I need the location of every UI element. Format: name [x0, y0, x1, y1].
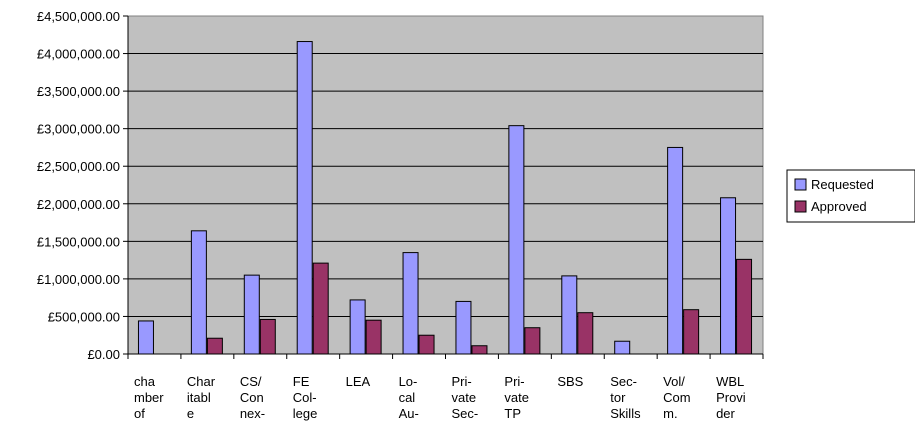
- x-tick-label: LEA: [346, 374, 371, 389]
- bar-approved: [418, 334, 435, 355]
- x-tick-label: Vol/Com m.: [663, 374, 690, 421]
- y-tick-label: £2,500,000.00: [37, 159, 120, 174]
- x-tick-label: cha mber of: [134, 374, 164, 421]
- bar-requested: [402, 252, 419, 355]
- bar-requested: [190, 230, 207, 355]
- bar-approved: [312, 262, 329, 355]
- legend-swatch-requested: [794, 178, 807, 191]
- bar-approved: [259, 318, 276, 355]
- bar-approved: [577, 312, 594, 355]
- bar-requested: [243, 274, 260, 355]
- y-tick-labels: £0.00 £500,000.00 £1,000,000.00 £1,500,000.…: [37, 9, 120, 362]
- legend-swatch-approved: [794, 200, 807, 213]
- x-tick-labels: cha mber of Char itabl e CS/Con nex- FE Col-lege L…: [134, 374, 746, 421]
- y-tick-label: £500,000.00: [48, 309, 120, 324]
- y-tick-label: £1,000,000.00: [37, 272, 120, 287]
- x-tick-label: Pri-vate TP: [504, 374, 529, 421]
- legend-label-requested: Requested: [811, 177, 874, 192]
- bar-requested: [349, 299, 366, 355]
- x-tick-label: WBL Provi der: [716, 374, 746, 421]
- x-tick-label: FE Col-lege: [293, 374, 318, 421]
- plot-area: [127, 15, 764, 355]
- y-tick-label: £1,500,000.00: [37, 234, 120, 249]
- x-tick-label: Char itabl e: [187, 374, 216, 421]
- y-tick-label: £3,500,000.00: [37, 84, 120, 99]
- bar-requested: [614, 340, 631, 355]
- y-tick-label: £3,000,000.00: [37, 122, 120, 137]
- bar-approved: [736, 258, 753, 355]
- y-tick-label: £2,000,000.00: [37, 197, 120, 212]
- bar-requested: [720, 197, 737, 355]
- x-tick-label: Sec-tor Skills: [610, 374, 641, 421]
- x-tick-label: SBS: [557, 374, 583, 389]
- x-tick-label: Lo-cal Au-: [399, 374, 419, 421]
- bars: [137, 41, 753, 355]
- x-tick-label: CS/Con nex-: [240, 374, 265, 421]
- gridlines: [128, 53, 763, 317]
- bar-requested: [137, 320, 154, 355]
- x-tick-label: Pri-vate Sec-: [452, 374, 479, 421]
- legend-label-approved: Approved: [811, 199, 867, 214]
- y-tick-label: £4,500,000.00: [37, 9, 120, 24]
- bar-approved: [524, 327, 541, 355]
- y-tick-label: £0.00: [87, 347, 120, 362]
- legend-box: [786, 169, 915, 223]
- bar-requested: [296, 41, 313, 355]
- legend: Requested Approved: [786, 169, 915, 223]
- bar-approved: [471, 345, 488, 355]
- y-tick-label: £4,000,000.00: [37, 47, 120, 62]
- bar-requested: [667, 146, 684, 355]
- axes: [123, 15, 764, 359]
- bar-approved: [365, 319, 382, 355]
- bar-approved: [206, 337, 223, 355]
- bar-requested: [561, 275, 578, 355]
- bar-requested: [508, 125, 525, 355]
- bar-requested: [455, 300, 472, 355]
- bar-approved: [683, 309, 700, 355]
